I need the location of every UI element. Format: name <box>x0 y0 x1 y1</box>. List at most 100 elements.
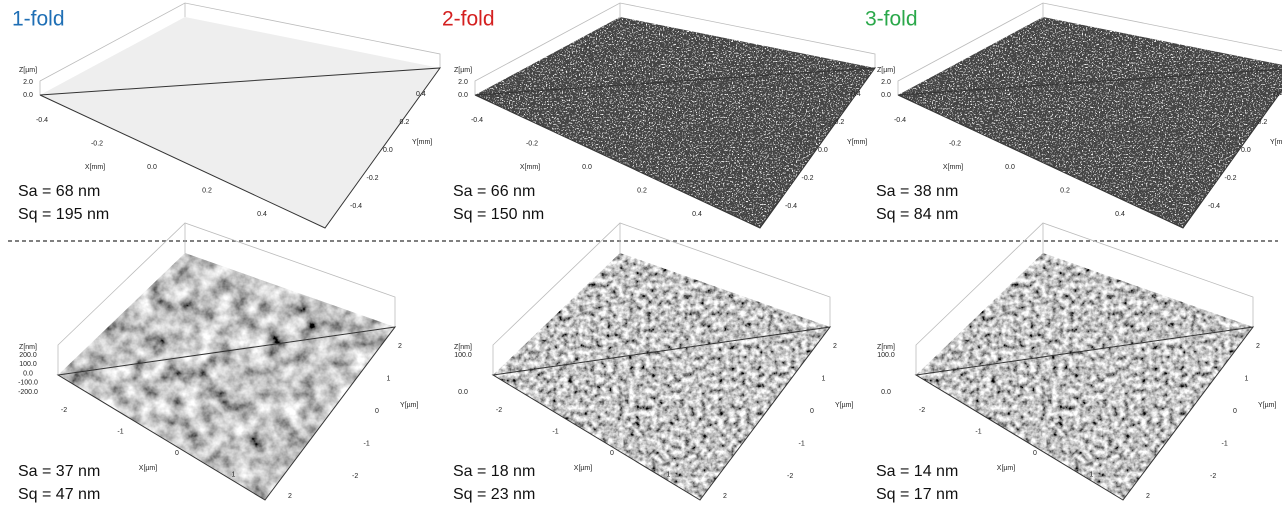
z-axis-label: Z[nm] <box>19 344 37 351</box>
x-tick-label: 0.0 <box>147 164 157 171</box>
z-axis-label: Z[nm] <box>877 344 895 351</box>
x-tick-label: 0.4 <box>1115 211 1125 218</box>
y-tick-label: 0.4 <box>416 91 426 98</box>
sa-value: Sa = 14 nm <box>876 463 958 480</box>
column-title: 1-fold <box>12 8 65 31</box>
z-tick-label: 2.0 <box>458 79 468 86</box>
y-tick-label: -2 <box>352 473 358 480</box>
x-axis-label: X[µm] <box>997 465 1015 472</box>
y-tick-label: 2 <box>398 343 402 350</box>
z-axis-label: Z[nm] <box>454 344 472 351</box>
x-tick-label: -0.4 <box>36 117 48 124</box>
x-tick-label: -1 <box>117 428 123 435</box>
x-tick-label: -1 <box>552 428 558 435</box>
surface <box>58 253 395 500</box>
z-axis-label: Z[µm] <box>877 67 895 74</box>
y-tick-label: -0.2 <box>367 175 379 182</box>
sq-value: Sq = 150 nm <box>453 206 544 223</box>
sa-value: Sa = 66 nm <box>453 183 535 200</box>
surface-panel: Z[nm]100.00.0-2-1012X[µm]210-1-2Y[µm]Sa … <box>876 223 1276 503</box>
y-tick-label: -1 <box>1222 440 1228 447</box>
x-tick-label: 0.0 <box>1005 164 1015 171</box>
x-tick-label: -0.4 <box>471 117 483 124</box>
y-tick-label: -1 <box>364 440 370 447</box>
surface-panel: Z[µm]2.00.0-0.4-0.20.00.20.4X[mm]0.40.20… <box>18 3 440 228</box>
z-tick-label: 0.0 <box>23 370 33 377</box>
figure: 1-fold 2-fold 3-fold Z[µm] 2.0 0.0 -0.4 -0.2 0.0… <box>0 0 1282 511</box>
y-axis-label: Y[mm] <box>847 139 867 146</box>
x-tick-label: 1 <box>1090 471 1094 478</box>
sq-value: Sq = 23 nm <box>453 486 535 503</box>
y-tick-label: -2 <box>787 473 793 480</box>
sa-value: Sa = 38 nm <box>876 183 958 200</box>
z-tick-label: 100.0 <box>454 352 472 359</box>
z-tick-label: 2.0 <box>881 79 891 86</box>
z-tick-label: 100.0 <box>877 352 895 359</box>
y-axis-label: Y[µm] <box>400 402 418 409</box>
x-tick-label: 2 <box>288 493 292 500</box>
x-tick-label: 0.4 <box>257 211 267 218</box>
y-tick-label: 1 <box>1245 375 1249 382</box>
y-axis-label: Y[µm] <box>1258 402 1276 409</box>
y-tick-label: -0.4 <box>350 203 362 210</box>
x-axis-label: X[mm] <box>943 164 963 171</box>
surface-panel: Z[nm]200.0100.00.0-100.0-200.0-2-1012X[µ… <box>18 223 418 503</box>
x-tick-label: 2 <box>723 493 727 500</box>
x-axis-label: X[µm] <box>574 465 592 472</box>
x-tick-label: 0.2 <box>637 187 647 194</box>
surface <box>493 253 830 500</box>
y-tick-label: 2 <box>1256 343 1260 350</box>
sq-value: Sq = 195 nm <box>18 206 109 223</box>
x-tick-label: -2 <box>496 407 502 414</box>
y-axis-label: Y[mm] <box>412 139 432 146</box>
sa-value: Sa = 18 nm <box>453 463 535 480</box>
x-tick-label: -0.4 <box>894 117 906 124</box>
z-tick-label: 0.0 <box>458 389 468 396</box>
x-tick-label: 0.2 <box>1060 187 1070 194</box>
x-tick-label: 0 <box>610 450 614 457</box>
y-tick-label: -2 <box>1210 473 1216 480</box>
y-tick-label: 0.2 <box>400 119 410 126</box>
y-tick-label: 0 <box>810 408 814 415</box>
y-tick-label: -1 <box>799 440 805 447</box>
y-tick-label: 1 <box>387 375 391 382</box>
x-tick-label: 0.2 <box>202 187 212 194</box>
y-tick-label: 0.0 <box>818 147 828 154</box>
x-tick-label: -0.2 <box>949 140 961 147</box>
x-axis-label: X[µm] <box>139 465 157 472</box>
surface-panel: Z[µm]2.00.0-0.4-0.20.00.20.4X[mm]0.40.20… <box>453 3 875 228</box>
y-tick-label: 0 <box>375 408 379 415</box>
x-tick-label: -2 <box>61 407 67 414</box>
z-tick-label: 100.0 <box>19 361 37 368</box>
x-tick-label: 2 <box>1146 493 1150 500</box>
y-tick-label: 0 <box>1233 408 1237 415</box>
y-tick-label: 2 <box>833 343 837 350</box>
column-title: 3-fold <box>865 8 918 31</box>
sq-value: Sq = 47 nm <box>18 486 100 503</box>
z-axis-label: Z[µm] <box>19 67 37 74</box>
y-tick-label: -0.4 <box>1208 203 1220 210</box>
y-tick-label: 0.2 <box>835 119 845 126</box>
z-tick-label: 0.0 <box>23 92 33 99</box>
sq-value: Sq = 17 nm <box>876 486 958 503</box>
z-tick-label: 2.0 <box>23 79 33 86</box>
surface-panel: Z[nm]100.00.0-2-1012X[µm]210-1-2Y[µm]Sa … <box>453 223 853 503</box>
x-tick-label: -2 <box>919 407 925 414</box>
y-tick-label: 0.4 <box>1274 91 1282 98</box>
y-tick-label: 1 <box>822 375 826 382</box>
column-title: 2-fold <box>442 8 495 31</box>
x-tick-label: -1 <box>975 428 981 435</box>
sa-value: Sa = 68 nm <box>18 183 100 200</box>
sa-value: Sa = 37 nm <box>18 463 100 480</box>
x-tick-label: -0.2 <box>91 140 103 147</box>
z-tick-label: 0.0 <box>458 92 468 99</box>
x-tick-label: 0 <box>1033 450 1037 457</box>
z-tick-label: -100.0 <box>18 380 38 387</box>
y-tick-label: -0.2 <box>802 175 814 182</box>
x-tick-label: 0 <box>175 450 179 457</box>
x-tick-label: -0.2 <box>526 140 538 147</box>
x-tick-label: 0.0 <box>582 164 592 171</box>
x-tick-label: 0.4 <box>692 211 702 218</box>
y-tick-label: 0.2 <box>1258 119 1268 126</box>
y-axis-label: Y[mm] <box>1270 139 1282 146</box>
